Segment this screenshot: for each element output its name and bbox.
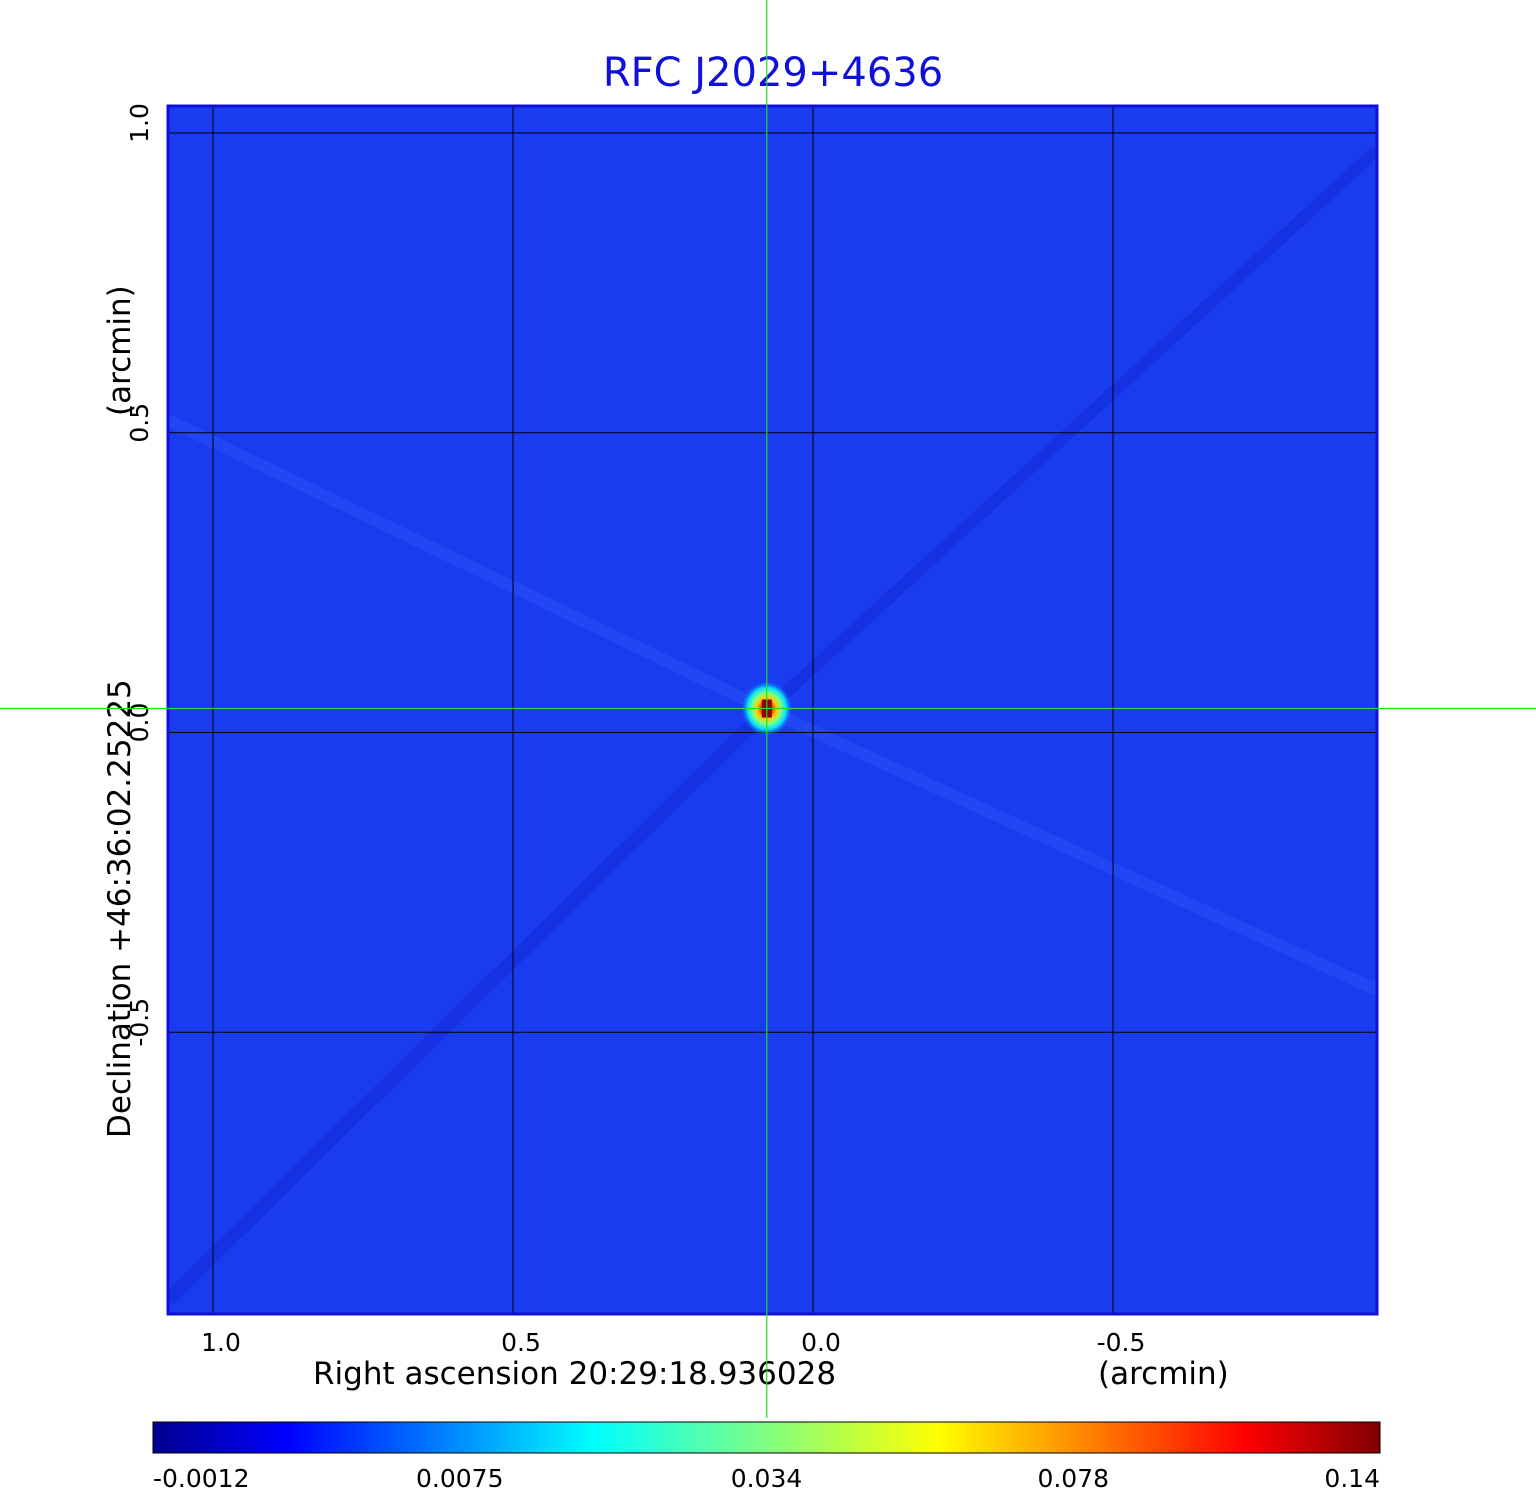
y-tick-label: 0.0 <box>125 703 154 743</box>
colorbar-tick-label: 0.0075 <box>416 1464 503 1493</box>
colorbar <box>152 1421 1381 1454</box>
y-axis-label: Declination +46:36:02.25225 <box>102 679 138 1138</box>
x-tick-labels: 1.0 0.5 0.0 -0.5 <box>201 1328 1145 1357</box>
streak <box>762 145 1377 715</box>
y-tick-label: 1.0 <box>125 103 154 143</box>
colorbar-tick-label: -0.0012 <box>153 1464 250 1493</box>
x-tick-label: 0.0 <box>801 1328 841 1357</box>
colorbar-tick-label: 0.034 <box>731 1464 803 1493</box>
streak <box>764 704 1377 996</box>
y-axis-unit: (arcmin) <box>102 285 138 416</box>
x-tick-label: 0.5 <box>501 1328 541 1357</box>
y-tick-labels: 1.0 0.5 0.0 -0.5 <box>125 103 154 1047</box>
y-tick-label: 0.5 <box>125 403 154 443</box>
sidelobe-streaks <box>168 145 1377 1305</box>
streak <box>168 705 772 1305</box>
x-tick-label: -0.5 <box>1097 1328 1146 1357</box>
streak <box>168 414 770 716</box>
colorbar-tick-label: 0.14 <box>1324 1464 1380 1493</box>
x-axis-unit: (arcmin) <box>1098 1356 1229 1392</box>
x-axis-label: Right ascension 20:29:18.936028 <box>313 1356 836 1392</box>
colorbar-tick-labels: -0.0012 0.0075 0.034 0.078 0.14 <box>153 1464 1380 1493</box>
colorbar-tick-label: 0.078 <box>1037 1464 1109 1493</box>
y-tick-label: -0.5 <box>125 998 154 1047</box>
image-frame <box>166 104 1379 1316</box>
x-tick-label: 1.0 <box>201 1328 241 1357</box>
chart-title: RFC J2029+4636 <box>603 50 943 96</box>
